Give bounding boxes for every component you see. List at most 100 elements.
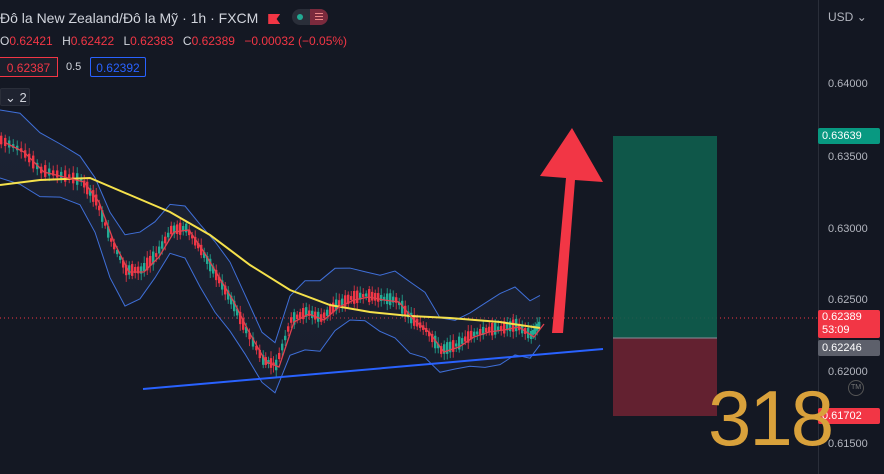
symbol-header[interactable]: Đô la New Zealand/Đô la Mỹ · 1h · FXCM bbox=[0, 9, 329, 26]
candle bbox=[431, 333, 434, 343]
candle bbox=[410, 312, 413, 324]
buy-button[interactable]: 0.62392 bbox=[90, 57, 146, 77]
candle bbox=[479, 328, 482, 336]
candle bbox=[98, 205, 101, 211]
candle bbox=[473, 331, 476, 337]
currency-label: USD bbox=[828, 10, 854, 24]
watermark-logo: 318 bbox=[708, 374, 834, 462]
candle bbox=[95, 194, 98, 206]
candle bbox=[428, 331, 431, 337]
trend-line[interactable] bbox=[142, 348, 604, 390]
candle bbox=[323, 312, 326, 319]
candle bbox=[52, 170, 55, 176]
candle bbox=[461, 338, 464, 344]
candle bbox=[218, 276, 221, 284]
candle bbox=[152, 251, 155, 265]
candle bbox=[206, 256, 209, 264]
indicator-collapse-button[interactable]: ⌄ 2 bbox=[0, 88, 30, 106]
ohlc-open-label: O bbox=[0, 34, 10, 48]
candle-countdown: 53:09 bbox=[822, 324, 850, 336]
candle bbox=[255, 345, 258, 351]
candle bbox=[248, 332, 251, 340]
market-status-icon[interactable] bbox=[292, 9, 329, 25]
candle bbox=[68, 174, 71, 180]
candle bbox=[482, 326, 485, 336]
candle bbox=[464, 336, 467, 342]
candle bbox=[503, 321, 506, 334]
candle bbox=[119, 256, 122, 260]
candle bbox=[64, 170, 67, 182]
candle bbox=[113, 242, 116, 250]
candle bbox=[359, 292, 362, 300]
flag-icon[interactable] bbox=[268, 14, 281, 24]
candle bbox=[332, 302, 335, 313]
candle bbox=[227, 290, 230, 300]
price-axis[interactable] bbox=[818, 0, 884, 474]
candle bbox=[446, 342, 449, 354]
candle bbox=[452, 340, 455, 352]
candle bbox=[368, 289, 371, 303]
entry-price-label: 0.62246 bbox=[818, 340, 880, 356]
candle bbox=[365, 293, 368, 297]
ohlc-low: 0.62383 bbox=[130, 34, 174, 48]
candle bbox=[92, 190, 95, 202]
candle bbox=[314, 311, 317, 320]
candle bbox=[437, 343, 440, 349]
candle bbox=[434, 335, 437, 349]
candle bbox=[140, 266, 143, 274]
candle bbox=[161, 241, 164, 249]
candle bbox=[302, 308, 305, 320]
candle bbox=[398, 302, 401, 306]
loss-zone[interactable] bbox=[613, 338, 717, 416]
candle bbox=[239, 311, 242, 325]
candle bbox=[188, 229, 191, 236]
candle bbox=[353, 291, 356, 304]
candle bbox=[158, 246, 161, 254]
take-profit-label: 0.63639 bbox=[818, 128, 880, 144]
currency-selector[interactable]: USD ⌄ bbox=[828, 10, 867, 24]
candle bbox=[155, 253, 158, 257]
bollinger-fill bbox=[0, 110, 540, 393]
ohlc-close-label: C bbox=[182, 34, 192, 48]
candle bbox=[48, 168, 51, 176]
bollinger-upper bbox=[0, 109, 541, 344]
candle bbox=[491, 322, 494, 336]
stop-loss-label: 0.61702 bbox=[818, 408, 880, 424]
candle bbox=[101, 210, 104, 222]
candle bbox=[281, 343, 284, 351]
candle bbox=[185, 223, 188, 233]
candle bbox=[278, 352, 281, 360]
axis-tick: 0.63000 bbox=[828, 223, 868, 235]
candle bbox=[224, 285, 227, 295]
candle bbox=[258, 349, 261, 359]
candle bbox=[209, 258, 212, 272]
candle bbox=[170, 225, 173, 235]
candle bbox=[194, 236, 197, 246]
sell-button[interactable]: 0.62387 bbox=[0, 57, 58, 77]
candle bbox=[386, 293, 389, 305]
profit-zone[interactable] bbox=[613, 136, 717, 338]
candle bbox=[383, 296, 386, 300]
up-arrow-drawing[interactable] bbox=[540, 128, 603, 333]
candle bbox=[80, 178, 83, 182]
candle bbox=[230, 295, 233, 305]
candlestick-chart[interactable] bbox=[0, 0, 818, 474]
candle bbox=[470, 330, 473, 340]
candle bbox=[497, 326, 500, 331]
bollinger-lower bbox=[0, 177, 541, 394]
candle bbox=[335, 299, 338, 311]
candle bbox=[134, 266, 137, 274]
candle bbox=[538, 321, 541, 328]
candle bbox=[458, 336, 461, 350]
moving-averages bbox=[0, 141, 545, 368]
candle bbox=[269, 358, 273, 368]
axis-tick: 0.62000 bbox=[828, 366, 868, 378]
candle bbox=[320, 314, 323, 322]
candle bbox=[404, 305, 407, 316]
candle bbox=[143, 263, 146, 271]
candle bbox=[197, 242, 200, 249]
symbol-title[interactable]: Đô la New Zealand/Đô la Mỹ · 1h · FXCM bbox=[0, 10, 259, 26]
candle bbox=[407, 311, 410, 318]
candle bbox=[164, 236, 167, 244]
candle bbox=[509, 321, 512, 332]
